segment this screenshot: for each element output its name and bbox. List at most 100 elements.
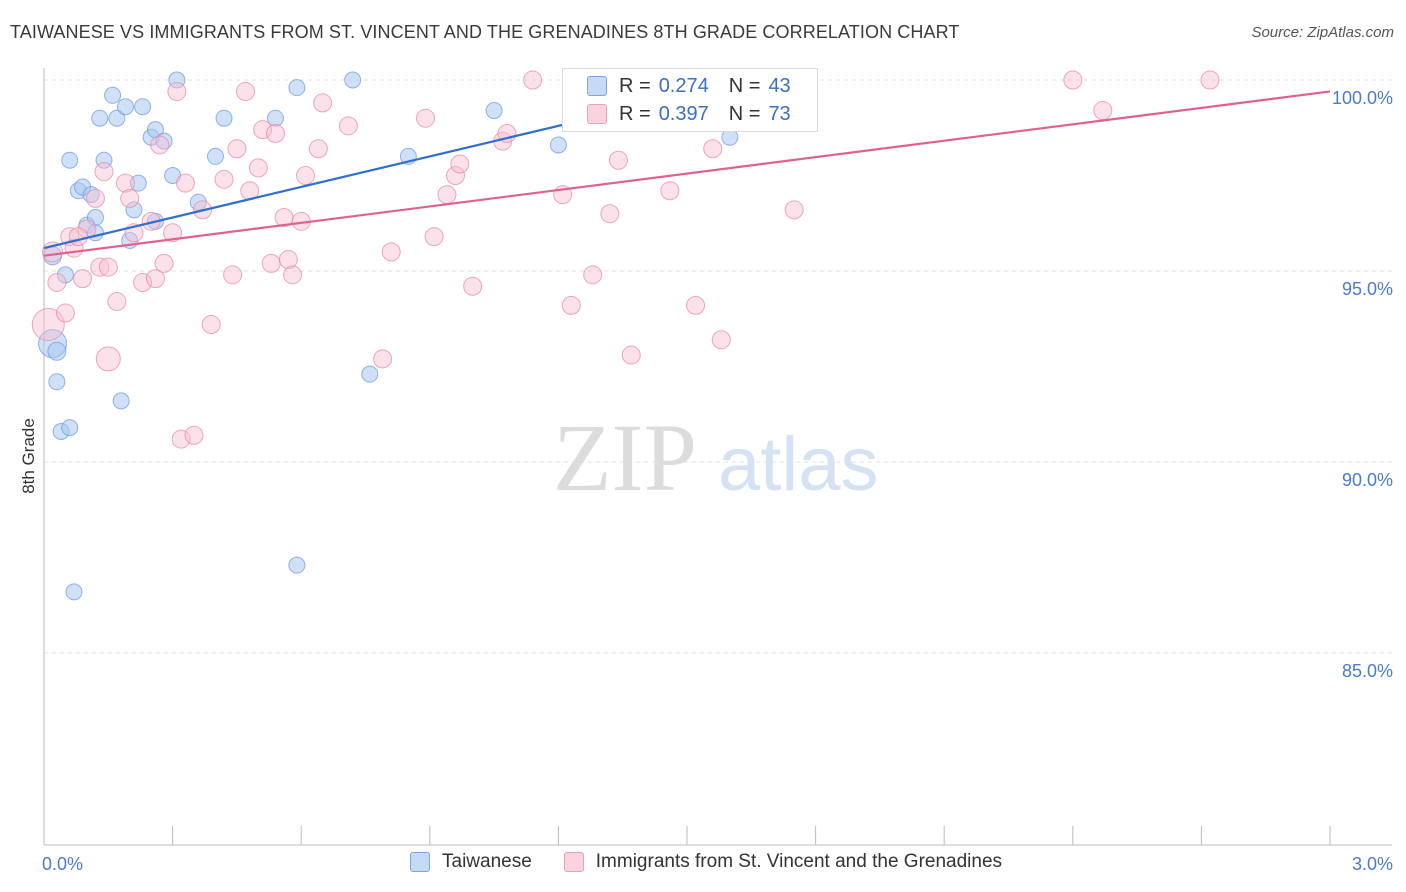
x-tick-label: 3.0% (1352, 854, 1393, 874)
point-taiwanese (108, 109, 126, 127)
point-taiwanese (47, 341, 67, 361)
point-immigrants (583, 265, 603, 285)
legend-swatch-blue (587, 76, 607, 96)
point-immigrants (381, 242, 401, 262)
point-immigrants (214, 169, 234, 189)
point-immigrants (175, 173, 195, 193)
point-immigrants (98, 257, 118, 277)
point-taiwanese (129, 174, 147, 192)
point-immigrants (313, 93, 333, 113)
watermark: ZIP atlas (553, 404, 879, 511)
legend-row-immigrants: R = 0.397 N = 73 (587, 101, 791, 127)
y-tick-label: 95.0% (1342, 279, 1393, 299)
point-taiwanese (61, 151, 79, 169)
point-taiwanese (65, 583, 83, 601)
point-immigrants (784, 200, 804, 220)
point-immigrants (446, 166, 466, 185)
point-taiwanese (95, 151, 113, 169)
point-immigrants (85, 188, 105, 208)
point-taiwanese (288, 79, 306, 97)
y-tick-label: 85.0% (1342, 661, 1393, 681)
point-immigrants (308, 139, 328, 159)
series-label: Immigrants from St. Vincent and the Gren… (595, 851, 1003, 872)
point-immigrants (95, 346, 121, 372)
legend-r-label: R = (619, 74, 651, 97)
point-taiwanese (82, 186, 100, 204)
point-immigrants (437, 185, 457, 205)
point-immigrants (201, 314, 221, 334)
point-taiwanese (91, 109, 109, 127)
chart-title: TAIWANESE VS IMMIGRANTS FROM ST. VINCENT… (10, 22, 960, 42)
point-taiwanese (48, 373, 66, 391)
series-swatch-pink (563, 852, 584, 872)
point-taiwanese (61, 419, 79, 437)
legend-r-label: R = (619, 102, 651, 125)
point-immigrants (338, 116, 358, 136)
stats-legend: R = 0.274 N = 43 R = 0.397 N = 73 (562, 68, 818, 132)
legend-n-value: 73 (768, 102, 791, 125)
data-points (31, 70, 1220, 601)
legend-n-value: 43 (768, 74, 791, 97)
point-immigrants (621, 345, 641, 365)
series-legend-immigrants: Immigrants from St. Vincent and the Gren… (563, 851, 1003, 873)
trend-line-immigrants (43, 90, 1331, 257)
point-immigrants (373, 349, 393, 369)
point-immigrants (261, 253, 281, 273)
point-immigrants (47, 272, 67, 292)
point-taiwanese (125, 201, 143, 219)
point-immigrants (184, 425, 204, 445)
point-immigrants (463, 276, 483, 296)
series-label: Taiwanese (442, 851, 532, 872)
point-immigrants (171, 429, 191, 449)
point-immigrants (115, 173, 135, 193)
point-immigrants (283, 265, 303, 285)
point-immigrants (600, 204, 620, 224)
point-immigrants (235, 81, 255, 101)
series-legend: Taiwanese Immigrants from St. Vincent an… (410, 851, 1034, 873)
point-immigrants (253, 120, 273, 140)
source-label: Source: ZipAtlas.com (1251, 24, 1394, 41)
point-taiwanese (146, 121, 164, 139)
point-immigrants (227, 139, 247, 159)
point-taiwanese (344, 71, 362, 89)
point-taiwanese (215, 109, 233, 127)
point-immigrants (68, 227, 88, 247)
legend-n-label: N = (728, 102, 761, 125)
series-legend-taiwanese: Taiwanese (410, 851, 532, 873)
point-immigrants (450, 154, 470, 174)
point-immigrants (163, 223, 183, 243)
y-tick-label: 100.0% (1332, 88, 1393, 108)
point-immigrants (107, 292, 127, 312)
point-taiwanese (116, 98, 134, 116)
tick-labels: 100.0% 95.0% 90.0% 85.0% 0.0% 3.0% (42, 88, 1393, 874)
point-immigrants (167, 81, 187, 101)
point-immigrants (248, 158, 268, 178)
point-taiwanese (549, 136, 567, 154)
point-taiwanese (168, 71, 186, 89)
point-immigrants (608, 150, 628, 170)
watermark-atlas: atlas (718, 422, 879, 507)
point-immigrants (94, 162, 114, 182)
point-immigrants (424, 227, 444, 247)
point-immigrants (278, 250, 298, 270)
point-taiwanese (288, 556, 306, 574)
legend-n-label: N = (728, 74, 761, 97)
legend-r-value: 0.274 (658, 74, 709, 97)
watermark-zip: ZIP (553, 404, 697, 511)
y-axis-title: 8th Grade (19, 418, 38, 494)
point-immigrants (295, 166, 315, 185)
gridlines (44, 79, 1392, 654)
point-immigrants (73, 269, 93, 289)
x-tick-label: 0.0% (42, 854, 83, 874)
point-taiwanese (134, 98, 152, 116)
axes (43, 68, 1392, 846)
series-swatch-blue (410, 852, 430, 872)
point-immigrants (145, 269, 165, 289)
point-immigrants (561, 295, 581, 315)
point-immigrants (523, 70, 543, 90)
point-immigrants (416, 108, 436, 128)
point-immigrants (154, 253, 174, 273)
legend-swatch-pink (587, 104, 607, 124)
point-taiwanese (104, 86, 122, 104)
point-taiwanese (266, 109, 284, 127)
